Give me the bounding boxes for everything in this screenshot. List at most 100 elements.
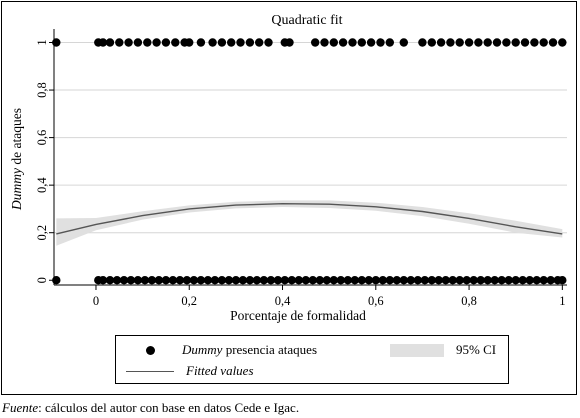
axes: 0 0,2 0,4 0,6 0,8 1 0 0,2 0,4 0,6 0,8 1 (35, 29, 567, 308)
data-point (147, 276, 157, 285)
legend-item-ci: 95% CI (390, 342, 496, 358)
y-tick-label: 0 (35, 277, 49, 283)
data-point (252, 276, 262, 285)
legend-points-label: Dummy presencia ataques (182, 342, 317, 358)
data-point (105, 276, 115, 285)
data-point (385, 276, 394, 285)
data-point (255, 38, 264, 47)
data-point (548, 38, 558, 47)
fit-line-layer (56, 202, 563, 235)
data-point (364, 276, 373, 285)
y-tick-label: 0,4 (35, 177, 49, 193)
ci-band (56, 200, 563, 246)
data-point (490, 276, 499, 285)
data-point (474, 38, 483, 47)
data-point (539, 38, 548, 47)
data-point (266, 276, 276, 285)
legend-fit-line (126, 370, 174, 372)
data-point (315, 276, 324, 285)
data-point (357, 276, 366, 285)
data-point (427, 38, 436, 47)
data-point (308, 276, 317, 285)
data-point (189, 276, 199, 285)
x-tick-label: 0 (93, 294, 99, 308)
data-point (217, 276, 227, 285)
data-point (285, 38, 294, 47)
data-point (320, 38, 329, 47)
data-point (231, 276, 241, 285)
data-point (171, 38, 180, 47)
data-point (126, 276, 136, 285)
chart-legend: Dummy presencia ataques 95% CI Fitted va… (115, 335, 509, 384)
data-point (413, 276, 422, 285)
data-point (427, 276, 436, 285)
data-point (217, 38, 227, 47)
data-point (236, 38, 245, 47)
data-point (224, 276, 234, 285)
data-point (287, 276, 296, 285)
data-point (227, 38, 236, 47)
data-point (98, 276, 108, 285)
data-point (140, 276, 150, 285)
data-point (348, 38, 357, 47)
source-label: Fuente (2, 400, 39, 415)
data-point (392, 276, 401, 285)
data-point (525, 276, 534, 285)
y-tick-label: 0,6 (35, 130, 49, 146)
data-point (322, 276, 331, 285)
data-point (336, 276, 345, 285)
data-point (98, 38, 108, 47)
data-point (520, 38, 530, 47)
data-point (154, 276, 164, 285)
data-point (259, 276, 269, 285)
data-point (399, 276, 408, 285)
x-axis-label: Porcentaje de formalidad (230, 308, 366, 323)
data-point (406, 276, 415, 285)
x-tick-label: 0,4 (275, 294, 291, 308)
data-point (376, 38, 385, 47)
data-point (115, 38, 124, 47)
data-point (238, 276, 248, 285)
source-text: : cálculos del autor con base en datos C… (38, 400, 300, 415)
data-point (133, 38, 143, 47)
data-point (436, 38, 446, 47)
y-axis-label: Dummy de ataques (9, 108, 24, 211)
data-point (434, 276, 443, 285)
data-point (399, 38, 408, 47)
data-point (546, 276, 555, 285)
points-layer (52, 38, 567, 285)
data-point (378, 276, 387, 285)
data-point (280, 276, 289, 285)
y-axis-label-italic: Dummy (9, 168, 24, 211)
data-point (105, 38, 115, 47)
data-point (329, 38, 338, 47)
data-point (338, 38, 348, 47)
data-point (558, 276, 567, 285)
data-point (483, 38, 492, 47)
data-point (133, 276, 143, 285)
data-point (208, 38, 217, 47)
source-note: Fuente: cálculos del autor con base en d… (2, 400, 299, 416)
data-point (264, 38, 273, 47)
y-tick-label: 0,2 (35, 225, 49, 241)
data-point (518, 276, 527, 285)
legend-ci-swatch (390, 343, 444, 357)
data-point (112, 276, 122, 285)
legend-fit-label: Fitted values (186, 363, 254, 378)
data-point (532, 276, 541, 285)
legend-item-points: Dummy presencia ataques (146, 342, 317, 358)
data-point (441, 276, 450, 285)
legend-points-label-italic: Dummy (182, 342, 223, 357)
data-point (483, 276, 492, 285)
data-point (497, 276, 506, 285)
data-point (152, 38, 161, 47)
data-point (448, 276, 457, 285)
data-point (502, 38, 511, 47)
data-point (196, 276, 206, 285)
legend-points-label-rest: presencia ataques (222, 342, 317, 357)
data-point (357, 38, 366, 47)
data-point (530, 38, 539, 47)
legend-point-marker (146, 345, 155, 355)
data-point (203, 276, 213, 285)
data-point (175, 276, 185, 285)
